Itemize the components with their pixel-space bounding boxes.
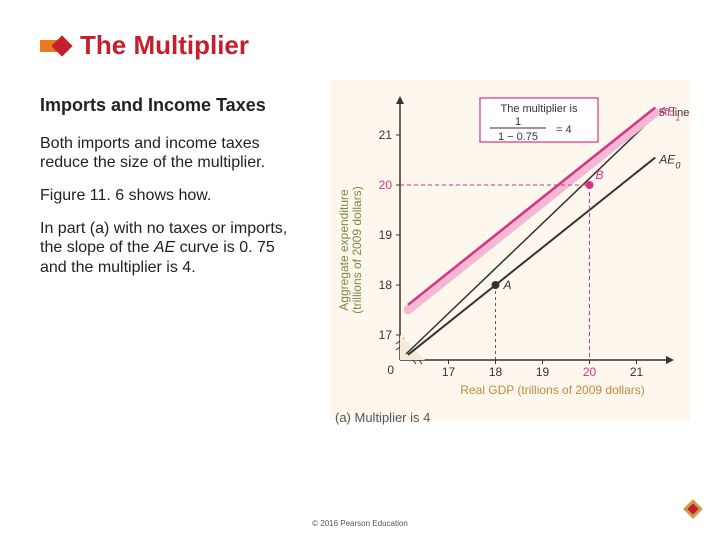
- page-title: The Multiplier: [80, 30, 249, 61]
- svg-text:B: B: [596, 168, 604, 182]
- svg-text:19: 19: [379, 228, 393, 242]
- svg-text:20: 20: [583, 365, 597, 379]
- svg-text:21: 21: [630, 365, 644, 379]
- copyright-footer: © 2016 Pearson Education: [0, 519, 720, 528]
- svg-text:19: 19: [536, 365, 550, 379]
- svg-text:Real GDP (trillions of 2009 do: Real GDP (trillions of 2009 dollars): [460, 383, 645, 397]
- svg-text:The multiplier is: The multiplier is: [500, 103, 578, 115]
- subheading: Imports and Income Taxes: [40, 95, 300, 116]
- svg-text:21: 21: [379, 128, 393, 142]
- body-text: Imports and Income Taxes Both imports an…: [40, 95, 300, 291]
- svg-text:18: 18: [489, 365, 503, 379]
- paragraph-1: Both imports and income taxes reduce the…: [40, 134, 300, 172]
- svg-text:Aggregate expenditure(trillion: Aggregate expenditure(trillions of 2009 …: [337, 186, 364, 313]
- svg-text:AE0: AE0: [658, 153, 680, 171]
- figure-caption: (a) Multiplier is 4: [335, 410, 430, 425]
- corner-logo-icon: [684, 500, 702, 518]
- svg-text:0: 0: [387, 363, 394, 377]
- svg-text:A: A: [503, 278, 512, 292]
- svg-text:20: 20: [379, 178, 393, 192]
- svg-text:18: 18: [379, 278, 393, 292]
- svg-text:17: 17: [442, 365, 456, 379]
- svg-text:1 − 0.75: 1 − 0.75: [498, 131, 538, 143]
- svg-text:1: 1: [515, 116, 521, 128]
- figure-chart: Aggregate expenditure(trillions of 2009 …: [330, 80, 690, 420]
- svg-text:= 4: = 4: [556, 124, 572, 136]
- svg-text:17: 17: [379, 328, 393, 342]
- paragraph-2: Figure 11. 6 shows how.: [40, 186, 300, 205]
- paragraph-3: In part (a) with no taxes or imports, th…: [40, 219, 300, 277]
- header-bullet-icon: [40, 36, 72, 56]
- chart-svg: Aggregate expenditure(trillions of 2009 …: [330, 80, 690, 400]
